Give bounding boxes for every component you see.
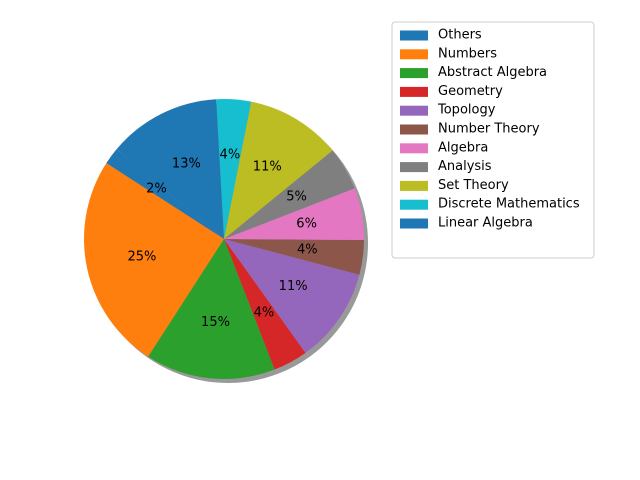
legend-label-number-theory: Number Theory (438, 122, 540, 137)
pie-slice-set-theory (224, 101, 333, 239)
legend-swatch-set-theory (400, 180, 428, 191)
legend-swatch-topology (400, 105, 428, 116)
percent-label-geometry: 4% (254, 305, 275, 320)
legend-label-set-theory: Set Theory (438, 178, 509, 193)
percent-label-linear-algebra: 13% (172, 156, 201, 171)
legend-label-analysis: Analysis (438, 159, 492, 174)
pie-slice-algebra (224, 188, 365, 240)
pie-slice-linear-algebra (116, 99, 224, 239)
legend-swatch-others (400, 30, 428, 41)
pie-slice-number-theory (224, 239, 364, 275)
legend-label-others: Others (438, 28, 482, 43)
legend-swatch-analysis (400, 162, 428, 173)
percent-label-topology: 11% (279, 279, 308, 294)
pie-slice-analysis (224, 150, 355, 239)
legend-label-numbers: Numbers (438, 46, 497, 61)
legend-swatch-numbers (400, 49, 428, 60)
pie-slices (83, 99, 365, 380)
legend-label-topology: Topology (437, 103, 496, 118)
pie-slice-abstract-algebra (148, 239, 275, 380)
percent-label-algebra: 6% (296, 216, 317, 231)
percent-label-set-theory: 11% (253, 160, 282, 175)
legend-swatch-algebra (400, 143, 428, 154)
legend-label-algebra: Algebra (438, 140, 488, 155)
percent-label-abstract-algebra: 15% (201, 315, 230, 330)
legend-swatch-number-theory (400, 124, 428, 135)
pie-percent-labels: 2% 25% 15% 4% 11% 4% 6% 5% 11% 4% 13% (127, 148, 317, 330)
legend-swatch-geometry (400, 86, 428, 97)
pie-slice-topology (224, 239, 360, 353)
legend-swatch-discrete-mathematics (400, 199, 428, 210)
percent-label-number-theory: 4% (297, 243, 318, 258)
legend: Others Numbers Abstract Algebra Geometry Top… (391, 21, 595, 259)
legend-swatch-linear-algebra (400, 218, 428, 229)
pie-slice-geometry (224, 239, 306, 370)
percent-label-discrete-mathematics: 4% (220, 148, 241, 163)
percent-label-analysis: 5% (286, 189, 307, 204)
pie-slice-discrete-mathematics (216, 99, 252, 239)
legend-label-abstract-algebra: Abstract Algebra (438, 65, 547, 80)
legend-swatch-abstract-algebra (400, 68, 428, 79)
percent-label-numbers: 25% (127, 249, 156, 264)
pie-slice-others (106, 149, 224, 239)
legend-label-linear-algebra: Linear Algebra (438, 216, 533, 231)
percent-label-others: 2% (146, 182, 167, 197)
legend-label-discrete-mathematics: Discrete Mathematics (438, 197, 580, 212)
pie-slice-numbers (83, 163, 224, 357)
legend-frame (391, 21, 595, 259)
legend-label-geometry: Geometry (438, 84, 503, 99)
